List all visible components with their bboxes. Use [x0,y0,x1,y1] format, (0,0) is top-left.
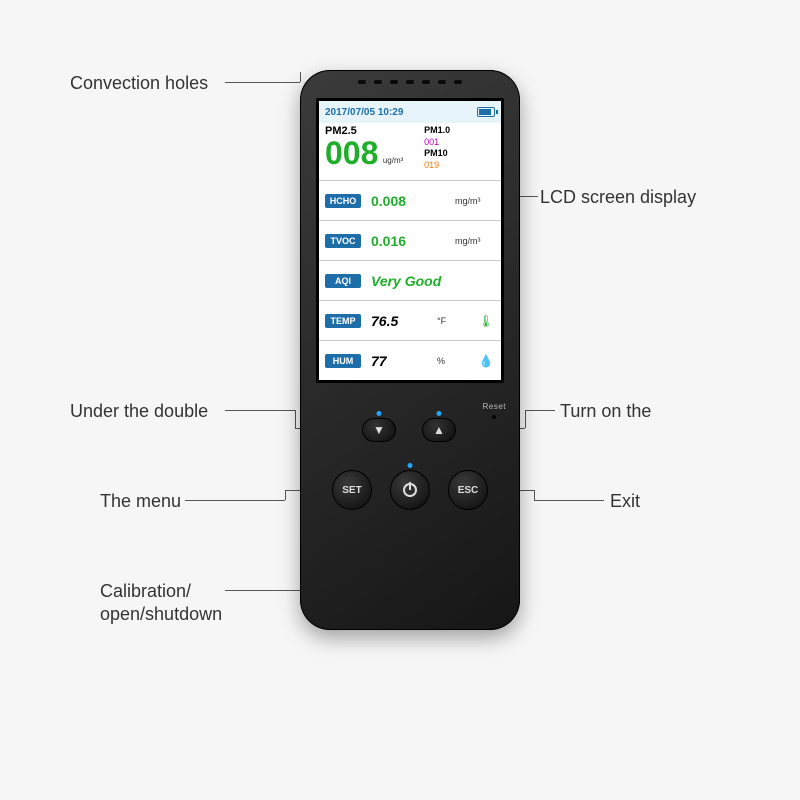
callout-under-double: Under the double [70,400,208,423]
led-icon [377,411,382,416]
row-unit: mg/m³ [455,236,495,246]
row-val: 0.008 [361,193,455,209]
lcd-screen: 2017/07/05 10:29 PM2.5 008 ug/m³ PM1.0 0… [316,98,504,383]
row-unit: °F [437,316,477,326]
set-label: SET [342,485,361,496]
up-button[interactable]: ▲ [422,418,456,442]
leader-line [525,410,526,428]
power-icon [403,483,417,497]
row-tag: AQI [325,274,361,288]
down-button[interactable]: ▼ [362,418,396,442]
row-tag: HUM [325,354,361,368]
pm25-unit: ug/m³ [383,156,403,165]
diagram-canvas: Convection holes LCD screen display Unde… [0,0,800,800]
led-icon [437,411,442,416]
pm10b-value: 019 [424,160,495,172]
pm10b-label: PM10 [424,148,495,160]
thermometer-icon: 🌡 [477,314,495,328]
convection-holes [358,80,462,84]
esc-button[interactable]: ESC [448,470,488,510]
row-temp: TEMP 76.5 °F 🌡 [319,301,501,341]
row-tvoc: TVOC 0.016 mg/m³ [319,221,501,261]
led-icon [408,463,413,468]
battery-icon [477,107,495,117]
pm10a-label: PM1.0 [424,125,495,137]
leader-line [295,410,296,428]
row-unit: mg/m³ [455,196,495,206]
leader-line [534,490,535,500]
callout-menu: The menu [100,490,181,513]
esc-label: ESC [458,485,479,496]
row-tag: HCHO [325,194,361,208]
callout-calibration: Calibration/ open/shutdown [100,580,250,627]
row-tag: TVOC [325,234,361,248]
leader-line [285,490,286,500]
row-tag: TEMP [325,314,361,328]
callout-lcd: LCD screen display [540,186,696,209]
row-unit: % [437,356,477,366]
row-val: 77 [361,353,437,369]
power-button[interactable] [390,470,430,510]
row-hum: HUM 77 % 💧 [319,341,501,380]
reset-pinhole[interactable] [492,415,496,419]
pm-row: PM2.5 008 ug/m³ PM1.0 001 PM10 019 [319,123,501,181]
pm25-block: PM2.5 008 ug/m³ [325,125,424,178]
row-val: Very Good [361,273,455,289]
droplet-icon: 💧 [477,354,495,368]
callout-turn-on: Turn on the [560,400,651,423]
leader-line [185,500,285,501]
status-datetime: 2017/07/05 10:29 [325,107,403,118]
row-hcho: HCHO 0.008 mg/m³ [319,181,501,221]
reset-label: Reset [483,402,506,411]
pm25-value: 008 [325,135,378,171]
set-button[interactable]: SET [332,470,372,510]
pm-side-block: PM1.0 001 PM10 019 [424,125,495,178]
pm10a-value: 001 [424,137,495,149]
status-bar: 2017/07/05 10:29 [319,101,501,123]
callout-exit: Exit [610,490,640,513]
leader-line [225,410,295,411]
leader-line [225,590,305,591]
row-aqi: AQI Very Good [319,261,501,301]
chevron-down-icon: ▼ [373,423,385,437]
device: 2017/07/05 10:29 PM2.5 008 ug/m³ PM1.0 0… [300,70,520,630]
leader-line [225,82,300,83]
callout-convection: Convection holes [70,72,208,95]
row-val: 0.016 [361,233,455,249]
leader-line [525,410,555,411]
row-val: 76.5 [361,313,437,329]
leader-line [534,500,604,501]
chevron-up-icon: ▲ [433,423,445,437]
